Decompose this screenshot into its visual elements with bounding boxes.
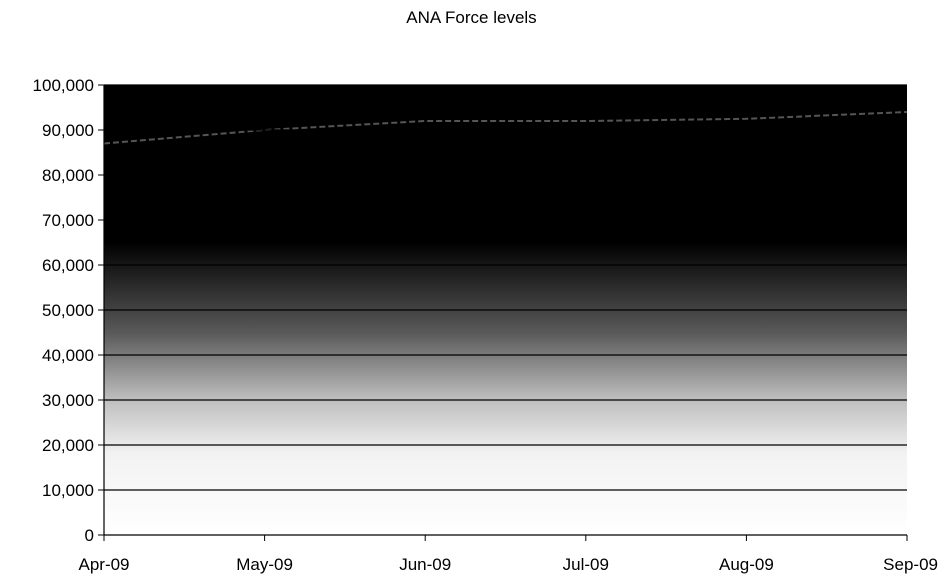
- x-tick-label: Sep-09: [883, 555, 938, 574]
- x-tick-label: Jul-09: [563, 555, 609, 574]
- y-tick-label: 0: [85, 526, 94, 545]
- y-tick-label: 70,000: [42, 211, 94, 230]
- y-tick-label: 90,000: [42, 121, 94, 140]
- gridlines: [104, 84, 907, 491]
- y-tick-label: 40,000: [42, 346, 94, 365]
- x-tick-label: May-09: [236, 555, 293, 574]
- y-tick-label: 80,000: [42, 166, 94, 185]
- axes: [98, 84, 908, 541]
- y-tick-label: 30,000: [42, 391, 94, 410]
- tick-labels: 0 10,000 20,000 30,000 40,000 50,000 60,000 70,…: [33, 76, 938, 574]
- y-tick-label: 20,000: [42, 436, 94, 455]
- chart-title: ANA Force levels: [406, 8, 537, 27]
- series-line: [103, 111, 908, 145]
- y-tick-label: 50,000: [42, 301, 94, 320]
- x-tick-label: Aug-09: [719, 555, 774, 574]
- x-tick-label: Apr-09: [78, 555, 129, 574]
- y-tick-label: 60,000: [42, 256, 94, 275]
- y-tick-label: 10,000: [42, 481, 94, 500]
- x-tick-label: Jun-09: [399, 555, 451, 574]
- y-tick-label: 100,000: [33, 76, 94, 95]
